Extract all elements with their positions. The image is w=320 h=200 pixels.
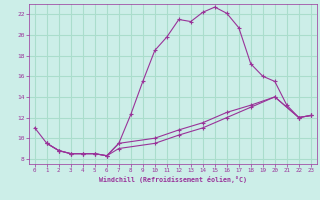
X-axis label: Windchill (Refroidissement éolien,°C): Windchill (Refroidissement éolien,°C) bbox=[99, 176, 247, 183]
